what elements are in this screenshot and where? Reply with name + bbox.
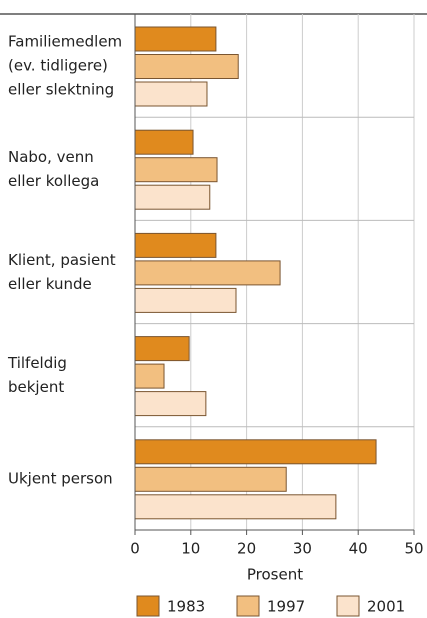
bar [134,466,287,492]
legend-label: 1983 [167,598,205,616]
category-label-line: Klient, pasient [8,251,116,269]
bar [134,494,337,520]
x-tick-label: 30 [293,540,312,558]
bar [134,232,217,258]
x-tick-label: 10 [181,540,200,558]
category-label: Nabo, venn eller kollega [8,147,99,189]
bar [134,81,208,107]
bar [134,363,165,389]
x-tick-label: 40 [349,540,368,558]
bar [134,439,377,465]
category-label-line: Familiemedlem [8,32,122,50]
bar [134,129,194,155]
bar [134,54,239,79]
category-label-line: (ev. tidligere) [8,56,108,74]
bar [134,184,211,210]
category-label-line: Nabo, venn [8,147,94,165]
category-label-line: bekjent [8,378,64,396]
legend-swatch [236,595,260,617]
bar [134,26,217,52]
category-label-line: eller kunde [8,275,92,293]
category-label-line: Ukjent person [8,469,113,487]
category-label: Klient, pasient eller kunde [8,251,116,293]
bar [134,260,281,286]
category-label-line: Tilfeldig [7,354,67,372]
x-axis-label: Prosent [247,566,303,584]
legend-label: 1997 [267,598,305,616]
category-label-line: eller slektning [8,80,114,98]
category-label: Familiemedlem (ev. tidligere) eller slektn… [8,32,122,98]
x-tick-label: 0 [130,540,140,558]
bar [134,336,190,362]
x-tick-label: 50 [404,540,423,558]
category-label-line: eller kollega [8,171,99,189]
bar [134,287,237,313]
bar [134,157,218,183]
category-label: Tilfeldig bekjent [7,354,67,396]
category-label: Ukjent person [8,469,113,487]
legend-label: 2001 [367,598,405,616]
legend-swatch [336,595,360,617]
x-tick-label: 20 [237,540,256,558]
bar [134,391,207,417]
legend-swatch [136,595,160,617]
